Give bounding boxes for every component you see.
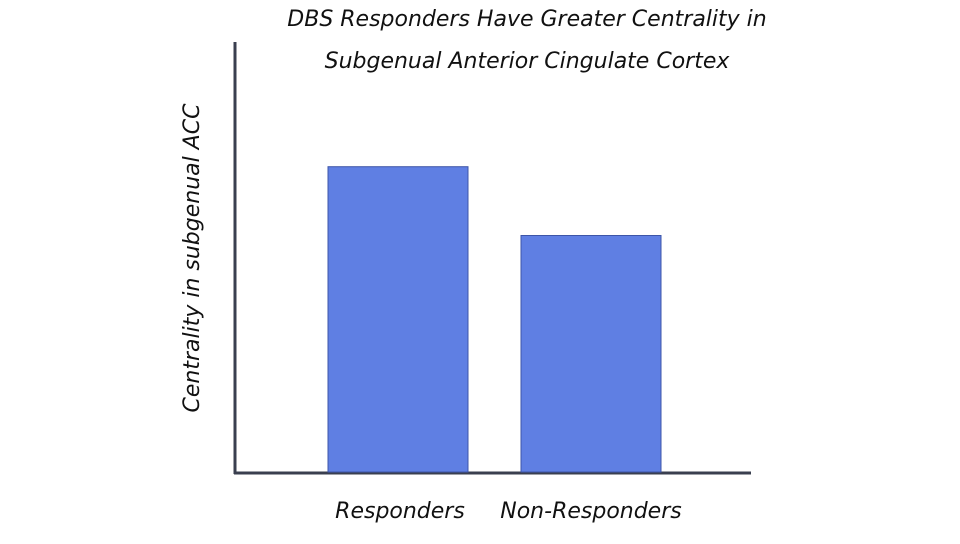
x-tick-label: Non-Responders xyxy=(500,499,681,524)
bar xyxy=(520,235,662,473)
y-axis-label: Centrality in subgenual ACC xyxy=(180,103,205,413)
chart-title: Subgenual Anterior Cingulate Cortex xyxy=(325,49,731,74)
x-tick-label: Responders xyxy=(335,499,465,524)
bar xyxy=(327,166,469,473)
chart-title: DBS Responders Have Greater Centrality i… xyxy=(287,7,766,32)
